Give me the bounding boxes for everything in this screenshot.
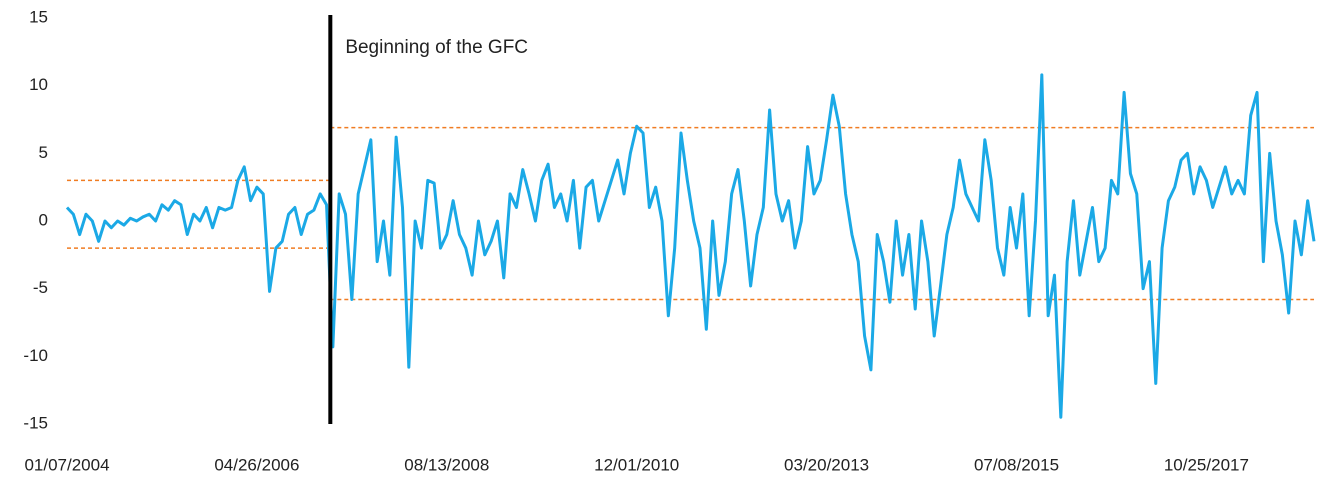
x-tick-label: 10/25/2017: [1164, 455, 1249, 474]
y-tick-label: -5: [33, 278, 48, 297]
y-tick-label: 5: [39, 143, 48, 162]
data-line: [65, 73, 1316, 419]
x-tick-label: 03/20/2013: [784, 455, 869, 474]
x-tick-label: 12/01/2010: [594, 455, 679, 474]
y-tick-label: -15: [23, 413, 48, 432]
y-tick-label: -10: [23, 346, 48, 365]
y-tick-label: 15: [29, 7, 48, 26]
annotation-text: Beginning of the GFC: [345, 37, 528, 58]
y-tick-label: 10: [29, 75, 48, 94]
x-tick-label: 08/13/2008: [404, 455, 489, 474]
x-tick-label: 07/08/2015: [974, 455, 1059, 474]
x-tick-label: 01/07/2004: [24, 455, 109, 474]
y-tick-label: 0: [39, 210, 48, 229]
x-tick-label: 04/26/2006: [214, 455, 299, 474]
